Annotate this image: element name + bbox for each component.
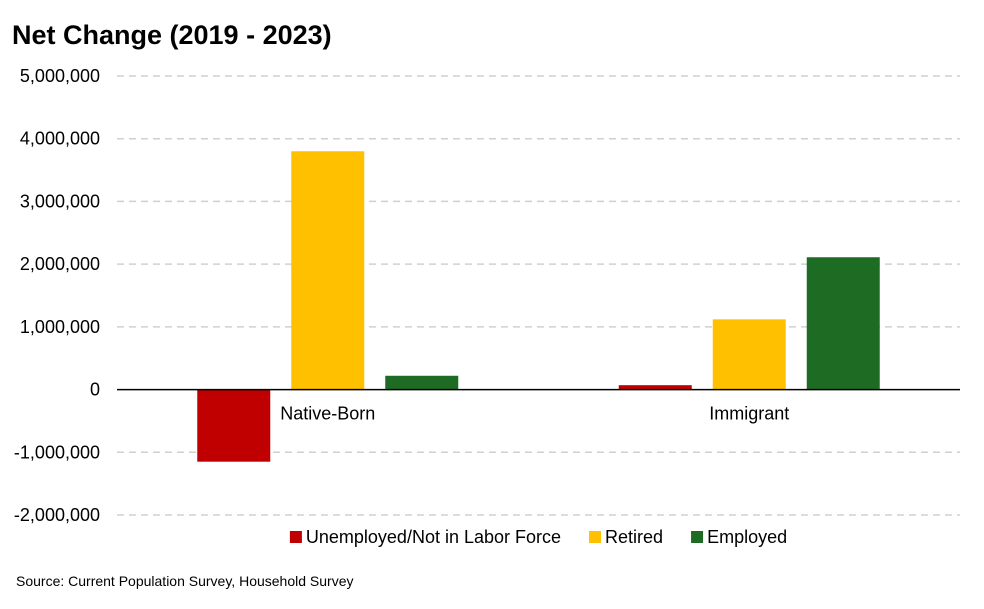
chart-title: Net Change (2019 - 2023): [12, 20, 332, 50]
legend-label: Unemployed/Not in Labor Force: [306, 527, 561, 547]
y-tick-label: 0: [90, 380, 100, 400]
category-labels: Native-Born Immigrant: [280, 404, 789, 424]
y-tick-label: 5,000,000: [20, 66, 100, 86]
legend-label: Employed: [707, 527, 787, 547]
bar-retired-native-born: [291, 151, 365, 390]
bar-employed-native-born: [385, 375, 459, 390]
bar-retired-immigrant: [712, 319, 786, 390]
y-tick-label: 2,000,000: [20, 254, 100, 274]
legend: Unemployed/Not in Labor Force Retired Empl…: [289, 527, 787, 547]
legend-swatch: [589, 531, 602, 543]
y-tick-label: -2,000,000: [14, 505, 100, 525]
legend-item: Employed: [691, 527, 787, 547]
category-label: Native-Born: [280, 404, 375, 424]
bar-unemployed-native-born: [197, 389, 271, 462]
legend-swatch: [691, 531, 704, 543]
legend-item: Retired: [589, 527, 663, 547]
y-tick-label: 4,000,000: [20, 129, 100, 149]
y-axis-ticks: 5,000,000 4,000,000 3,000,000 2,000,000 1,00…: [14, 66, 100, 525]
bar-employed-immigrant: [806, 257, 880, 390]
y-tick-label: -1,000,000: [14, 442, 100, 462]
y-tick-label: 3,000,000: [20, 191, 100, 211]
bars: [197, 151, 880, 462]
source-note: Source: Current Population Survey, House…: [16, 573, 353, 589]
legend-label: Retired: [605, 527, 663, 547]
bar-unemployed-immigrant: [618, 385, 692, 390]
category-label: Immigrant: [709, 404, 789, 424]
legend-swatch: [289, 531, 302, 543]
y-tick-label: 1,000,000: [20, 317, 100, 337]
legend-item: Unemployed/Not in Labor Force: [289, 527, 561, 547]
